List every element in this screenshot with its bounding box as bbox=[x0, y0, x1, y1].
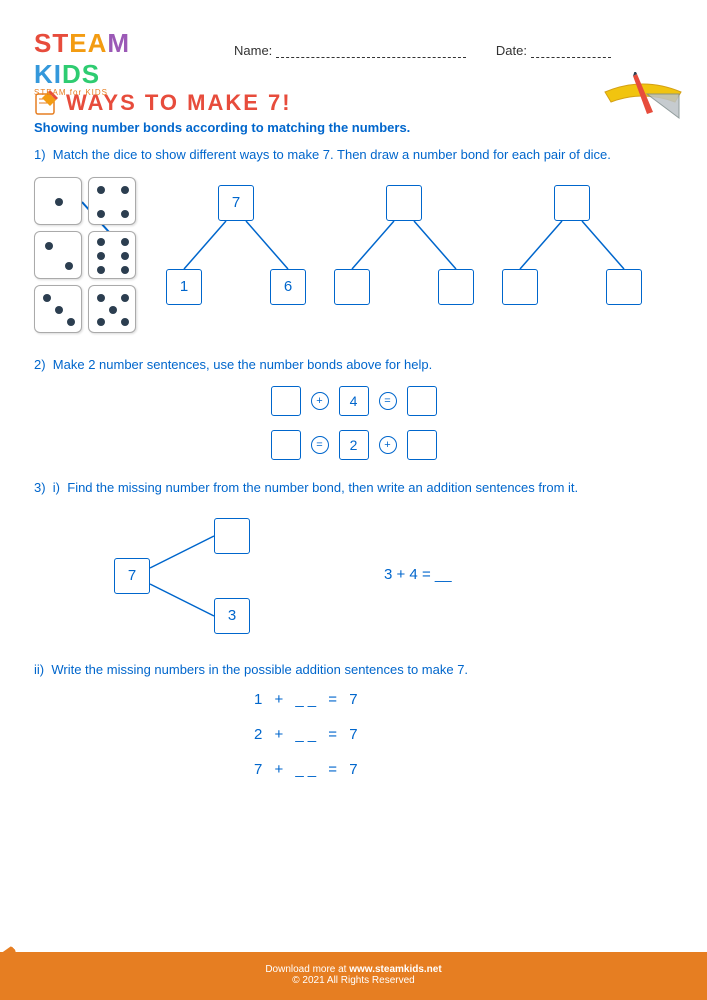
operator: + bbox=[311, 392, 329, 410]
question-2: 2) Make 2 number sentences, use the numb… bbox=[34, 355, 673, 375]
answer-box[interactable] bbox=[407, 386, 437, 416]
equation-list: 1 + __ = 7 2 + __ = 7 7 + __ = 7 bbox=[34, 691, 673, 778]
answer-box[interactable] bbox=[407, 430, 437, 460]
number-sentence: = 2 + bbox=[34, 430, 673, 460]
die-5 bbox=[88, 285, 136, 333]
subtitle: Showing number bonds according to matchi… bbox=[34, 120, 673, 135]
number-bonds-row: 7 1 6 bbox=[166, 185, 642, 333]
footer: Download more at www.steamkids.net © 202… bbox=[0, 952, 707, 1000]
equation-line: 2 + __ = 7 bbox=[254, 726, 673, 743]
header: STEAM KIDS STEAM for KIDS Name: Date: bbox=[34, 28, 673, 72]
question-3-ii: ii) Write the missing numbers in the pos… bbox=[34, 660, 673, 680]
logo-subtitle: STEAM for KIDS bbox=[34, 88, 194, 97]
question-3-i: 3) i) Find the missing number from the n… bbox=[34, 478, 673, 498]
number-bond bbox=[334, 185, 474, 305]
date-field: Date: bbox=[496, 43, 611, 58]
operator: = bbox=[379, 392, 397, 410]
equation-line: 1 + __ = 7 bbox=[254, 691, 673, 708]
ruler-triangle-icon bbox=[603, 72, 683, 122]
number-bond bbox=[502, 185, 642, 305]
q3-number-bond: 7 3 bbox=[114, 510, 264, 640]
die-4 bbox=[88, 177, 136, 225]
answer-box[interactable]: 2 bbox=[339, 430, 369, 460]
answer-box[interactable] bbox=[271, 386, 301, 416]
logo: STEAM KIDS STEAM for KIDS bbox=[34, 28, 194, 72]
number-bond: 7 1 6 bbox=[166, 185, 306, 305]
dice-grid bbox=[34, 177, 136, 333]
q3-equation: 3 + 4 = __ bbox=[384, 566, 452, 583]
question-1: 1) Match the dice to show different ways… bbox=[34, 145, 673, 165]
die-6 bbox=[88, 231, 136, 279]
die-3 bbox=[34, 285, 82, 333]
die-2 bbox=[34, 231, 82, 279]
number-sentence: +4 = bbox=[34, 386, 673, 416]
operator: = bbox=[311, 436, 329, 454]
die-1 bbox=[34, 177, 82, 225]
equation-line: 7 + __ = 7 bbox=[254, 761, 673, 778]
name-field: Name: bbox=[234, 43, 466, 58]
answer-box[interactable] bbox=[271, 430, 301, 460]
answer-box[interactable]: 4 bbox=[339, 386, 369, 416]
operator: + bbox=[379, 436, 397, 454]
